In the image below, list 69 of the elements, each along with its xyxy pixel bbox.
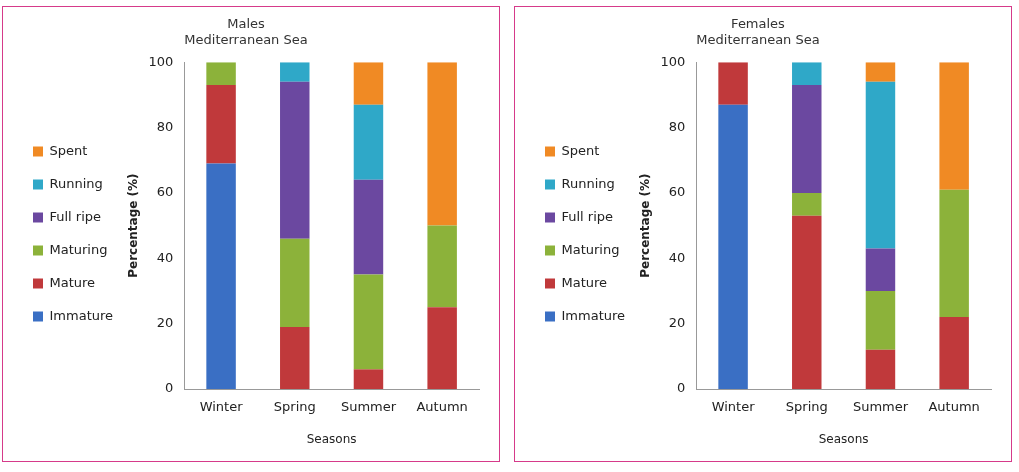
legend-label: Running: [49, 175, 103, 191]
x-tick-label: Summer: [852, 399, 909, 415]
bar: [865, 62, 896, 82]
x-tick-label: Autumn: [416, 399, 468, 415]
chart-subtitle: Mediterranean Sea: [184, 31, 308, 47]
bar: [353, 62, 384, 105]
bar: [427, 307, 457, 389]
x-tick-label: Spring: [785, 399, 828, 415]
y-tick-label: 100: [660, 53, 686, 69]
bar: [792, 192, 822, 216]
bar: [939, 189, 969, 318]
bar: [206, 163, 236, 389]
bar: [353, 104, 384, 180]
y-tick-label: 40: [668, 249, 686, 265]
bar: [865, 349, 896, 389]
legend-label: Full ripe: [561, 208, 614, 224]
chart-subtitle: Mediterranean Sea: [696, 31, 820, 47]
legend-label: Immature: [561, 307, 626, 323]
bar: [865, 81, 896, 249]
bar: [280, 62, 310, 82]
y-tick-label: 60: [156, 184, 174, 200]
bar: [718, 104, 748, 389]
x-tick-label: Winter: [711, 399, 756, 415]
y-tick-label: 20: [156, 315, 174, 331]
x-tick-label: Spring: [273, 399, 316, 415]
bar: [865, 290, 896, 350]
y-axis-title: Percentage (%): [126, 173, 141, 278]
x-axis-title: Seasons: [818, 431, 869, 446]
bar: [353, 369, 384, 389]
legend-label: Spent: [561, 142, 600, 158]
legend-label: Immature: [49, 307, 114, 323]
bar: [353, 179, 384, 275]
y-tick-label: 40: [156, 249, 174, 265]
legend-label: Mature: [561, 274, 608, 290]
x-tick-label: Summer: [340, 399, 397, 415]
bar: [939, 62, 969, 190]
bar: [206, 85, 236, 164]
bar: [792, 62, 822, 86]
chart-title: Females: [731, 16, 786, 32]
bar: [280, 326, 310, 389]
bar: [865, 248, 896, 291]
y-tick-label: 60: [668, 184, 686, 200]
x-tick-label: Autumn: [928, 399, 980, 415]
y-tick-label: 80: [156, 118, 174, 134]
legend-label: Maturing: [49, 241, 108, 257]
bar: [427, 62, 457, 226]
x-axis-title: Seasons: [306, 431, 357, 446]
y-tick-label: 0: [164, 380, 174, 396]
bar: [792, 215, 822, 389]
bar: [280, 81, 310, 239]
bar: [939, 317, 969, 389]
legend-label: Running: [561, 175, 615, 191]
bar: [280, 238, 310, 327]
y-tick-label: 80: [668, 118, 686, 134]
bar: [427, 225, 457, 308]
x-tick-label: Winter: [199, 399, 244, 415]
y-tick-label: 100: [148, 53, 174, 69]
y-tick-label: 20: [668, 315, 686, 331]
y-tick-label: 0: [676, 380, 686, 396]
bar: [792, 85, 822, 193]
legend-label: Mature: [49, 274, 96, 290]
bar: [718, 62, 748, 105]
bar: [206, 62, 236, 86]
bar: [353, 274, 384, 370]
legend-label: Maturing: [561, 241, 620, 257]
y-axis-title: Percentage (%): [638, 173, 653, 278]
legend-label: Spent: [49, 142, 88, 158]
legend-label: Full ripe: [49, 208, 102, 224]
chart-title: Males: [227, 16, 265, 32]
